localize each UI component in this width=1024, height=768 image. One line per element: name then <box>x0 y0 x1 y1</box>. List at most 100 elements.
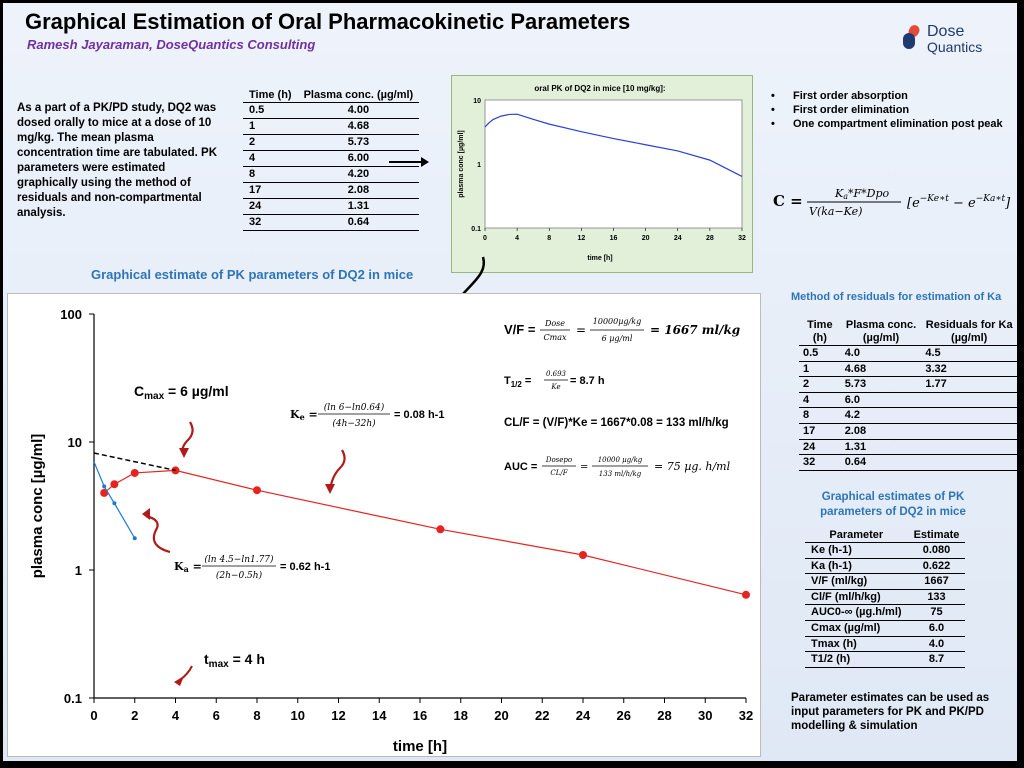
table-cell: 8.7 <box>907 651 966 668</box>
table-cell: 4.0 <box>907 636 966 653</box>
bullet-item: First order absorption <box>771 89 1003 103</box>
chart-title: oral PK of DQ2 in mice [10 mg/kg]: <box>534 84 665 93</box>
table-cell <box>921 407 1017 424</box>
thalf-result: = 8.7 h <box>570 375 605 387</box>
table-row: Tmax (h) 4.0 <box>805 636 966 653</box>
table-cell: 1.31 <box>297 198 420 215</box>
ka-arrow <box>145 514 171 554</box>
ka-denominator: (2h−0.5h) <box>216 570 263 581</box>
observed-point <box>130 468 139 477</box>
ka-table-title: Method of residuals for estimation of Ka <box>791 291 1002 303</box>
table-cell: 6.0 <box>907 620 966 637</box>
residual-point <box>102 484 107 489</box>
intro-text: As a part of a PK/PD study, DQ2 was dose… <box>17 102 218 219</box>
x-tick-label: 28 <box>706 235 714 242</box>
vf-result: = 1667 ml/kg <box>650 323 740 337</box>
table-cell: V/F (ml/kg) <box>805 573 908 590</box>
table-row: Ke (h-1) 0.080 <box>805 542 966 559</box>
table-row: Ka (h-1) 0.622 <box>805 558 966 575</box>
table-cell <box>921 392 1017 409</box>
cmax-arrow-head <box>179 448 189 458</box>
table-cell: 4.20 <box>297 166 420 183</box>
table-row: 8 4.2 <box>799 407 1017 424</box>
ke-denominator: (4h−32h) <box>332 418 376 429</box>
y-tick-label: 1 <box>477 162 481 169</box>
vf-eq: = <box>576 323 586 337</box>
col-estimate: Estimate <box>907 529 966 543</box>
table-row: Cl/F (ml/h/kg) 133 <box>805 589 966 606</box>
table-row: 24 1.31 <box>243 198 420 215</box>
observed-point <box>110 480 119 489</box>
table-row: V/F (ml/kg) 1667 <box>805 573 966 590</box>
table-cell: 17 <box>243 182 298 199</box>
x-tick-label: 2 <box>131 708 138 723</box>
concentration-equation: C = Ka*F*Dpo V(ka−Ke) [e−Ke∗t − e−Ka∗t] <box>773 187 1011 218</box>
table-cell: 1 <box>243 118 298 135</box>
estimates-table-title: Graphical estimates of PK parameters of … <box>820 491 966 518</box>
x-tick-label: 14 <box>372 708 387 723</box>
table-cell: 32 <box>799 454 841 471</box>
svg-text:Ka*F*Dpo: Ka*F*Dpo <box>834 187 889 201</box>
tmax-arrow <box>179 665 193 681</box>
table-cell: 2 <box>243 134 298 151</box>
table-cell: 4.5 <box>921 345 1017 362</box>
table-cell: 4.68 <box>840 361 922 378</box>
residual-point <box>112 501 117 506</box>
series-line <box>484 113 743 177</box>
table-row: 32 0.64 <box>799 454 1017 471</box>
table-row: T1/2 (h) 8.7 <box>805 651 966 668</box>
table-cell: 8 <box>243 166 298 183</box>
auc-result: = 75 µg. h/ml <box>654 460 731 473</box>
dosequantics-logo: Dose Quantics <box>899 23 1009 59</box>
table-cell: 3.32 <box>921 361 1017 378</box>
auc-label: AUC = <box>504 461 537 473</box>
x-tick-label: 24 <box>576 708 591 723</box>
col-conc: Plasma conc. (µg/ml) <box>297 89 420 103</box>
observed-line <box>103 469 747 596</box>
y-tick-label: 0.1 <box>64 691 82 706</box>
slide: Graphical Estimation of Oral Pharmacokin… <box>3 3 1017 761</box>
y-axis-label: plasma conc [µg/ml] <box>29 434 46 579</box>
x-tick-label: 20 <box>642 235 650 242</box>
thalf-num: 0.693 <box>546 370 567 378</box>
x-tick-label: 12 <box>577 235 585 242</box>
table-cell: 8 <box>799 407 841 424</box>
x-tick-label: 12 <box>331 708 345 723</box>
y-tick-label: 10 <box>473 98 481 105</box>
table-row: 4 6.00 <box>243 150 420 167</box>
plot-area <box>484 99 743 229</box>
table-cell: Ke (h-1) <box>805 542 908 559</box>
table-cell: 6.0 <box>840 392 922 409</box>
ke-numerator: (ln 6−ln0.64) <box>324 402 385 413</box>
ke-result: = 0.08 h-1 <box>394 409 444 421</box>
ka-arrow-head <box>142 508 150 520</box>
col-parameter: Parameter <box>805 529 908 543</box>
table-cell: 2.08 <box>297 182 420 199</box>
table-cell: 4.00 <box>297 102 420 119</box>
bullet-item: First order elimination <box>771 103 1003 117</box>
vf-den2: 6 µg/ml <box>602 334 633 343</box>
observed-point <box>100 488 109 497</box>
table-cell: 32 <box>243 214 298 231</box>
thalf-den: Ke <box>550 383 560 391</box>
x-tick-label: 22 <box>535 708 549 723</box>
table-cell: 0.5 <box>799 345 841 362</box>
footer-note: Parameter estimates can be used as input… <box>791 692 990 732</box>
ka-equation: Ka = <box>174 560 202 574</box>
x-tick-label: 20 <box>494 708 508 723</box>
estimates-table: Parameter Estimate Ke (h-1) 0.080 Ka (h-1)… <box>805 529 966 668</box>
table-cell: 4 <box>799 392 841 409</box>
table-cell: T1/2 (h) <box>805 651 908 668</box>
table-cell: 1.31 <box>840 439 922 456</box>
x-tick-label: 32 <box>739 708 753 723</box>
vf-num1: Dose <box>544 319 565 328</box>
thalf-equation: T1/2 = <box>504 375 531 389</box>
table-cell: 17 <box>799 423 841 440</box>
observed-point <box>579 550 587 559</box>
arrow-right-icon <box>389 157 429 167</box>
ke-equation: Ke = <box>290 408 318 422</box>
ke-arrow-head <box>325 484 335 494</box>
observed-point <box>253 486 261 495</box>
table-row: Cmax (µg/ml) 6.0 <box>805 620 966 637</box>
x-axis-label: time [h] <box>393 738 447 755</box>
